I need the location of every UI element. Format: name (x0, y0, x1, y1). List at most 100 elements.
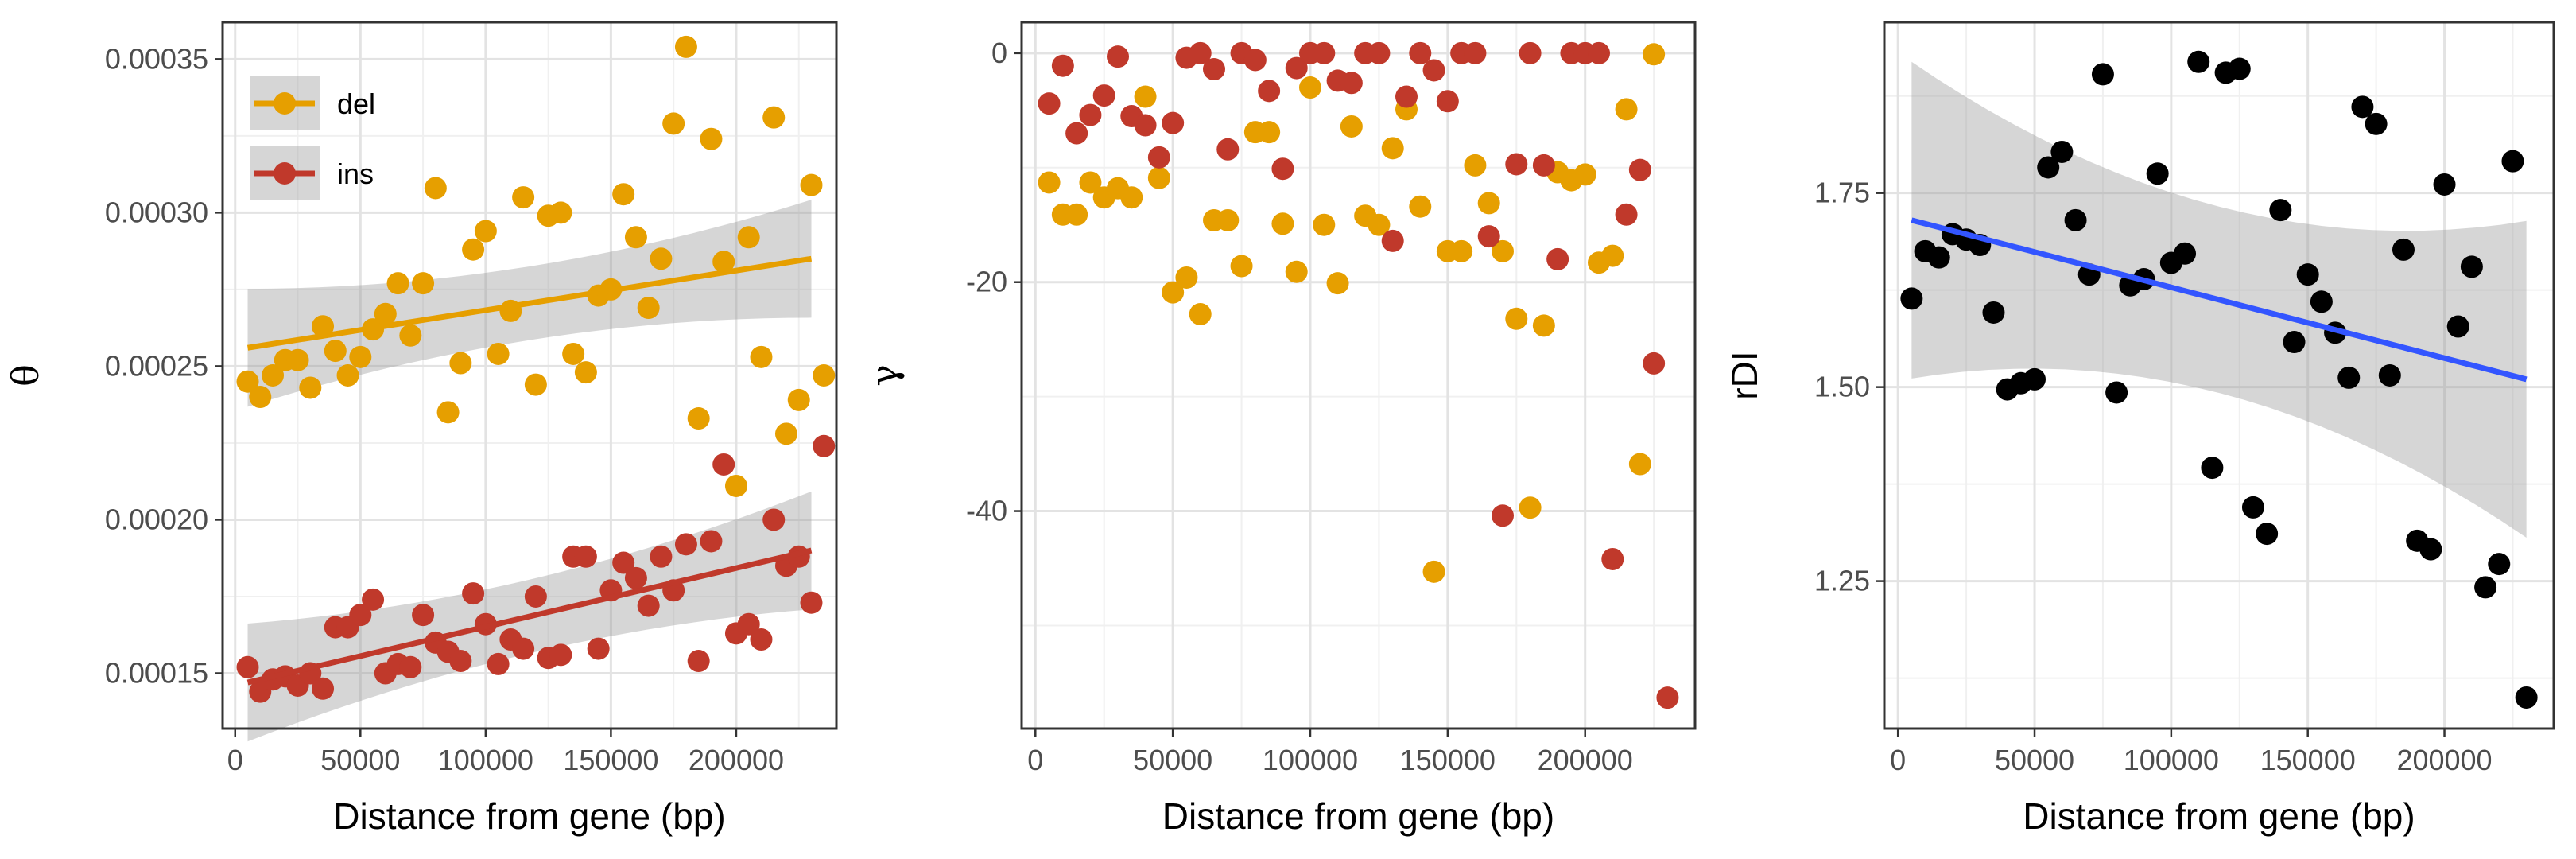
data-point-ins (236, 655, 259, 678)
data-point-ins (449, 650, 472, 673)
data-point-del (524, 373, 547, 396)
data-point-ins (637, 594, 660, 617)
data-point-rDI (1982, 301, 2005, 324)
data-point-del (724, 474, 747, 497)
data-point-del (762, 106, 786, 129)
data-point-del (1299, 76, 1321, 99)
x-tick-label: 200000 (1538, 744, 1633, 776)
data-point-del (299, 376, 322, 399)
data-point-rDI (2392, 238, 2415, 261)
data-point-del (399, 324, 422, 347)
data-point-del (737, 226, 760, 249)
y-tick-label: 0.00015 (105, 657, 208, 690)
data-point-del (750, 345, 773, 368)
data-point-ins (362, 588, 385, 611)
y-tick-label: 0.00020 (105, 503, 208, 535)
legend-marker-ins (274, 162, 296, 185)
theta-panel: 0 50000 100000 150000 200000 0.00015 0.00020 0.… (4, 21, 838, 837)
data-point-rDI (2474, 576, 2497, 599)
data-point-ins (1492, 504, 1514, 527)
data-point-del (1120, 186, 1143, 209)
x-tick-label: 100000 (1263, 744, 1358, 776)
data-point-ins (762, 508, 786, 531)
data-point-del (1162, 281, 1185, 304)
data-point-ins (1643, 352, 1666, 375)
data-point-ins (1134, 114, 1157, 137)
data-point-ins (1216, 138, 1240, 161)
data-point-ins (1615, 203, 1638, 226)
data-point-del (800, 173, 823, 196)
data-point-rDI (2433, 173, 2456, 196)
data-point-del (312, 315, 335, 338)
data-point-del (349, 345, 372, 368)
data-point-ins (650, 545, 673, 568)
legend-marker-del (274, 92, 296, 115)
y-tick-label: -20 (966, 266, 1007, 298)
data-point-ins (462, 582, 485, 605)
data-point-del (674, 35, 697, 58)
data-point-ins (1107, 45, 1129, 68)
data-point-del (1464, 154, 1487, 177)
x-tick-label: 0 (227, 744, 243, 776)
x-tick-label: 100000 (438, 744, 533, 776)
data-point-ins (1546, 247, 1569, 270)
data-point-rDI (2146, 162, 2169, 185)
data-point-del (1492, 239, 1514, 262)
data-point-rDI (1927, 246, 1950, 269)
data-point-ins (412, 604, 435, 627)
data-point-rDI (2460, 255, 2483, 278)
data-point-ins (524, 585, 547, 608)
data-point-del (336, 364, 359, 387)
data-point-del (324, 340, 347, 363)
data-point-ins (1588, 41, 1610, 64)
data-point-del (1079, 171, 1102, 194)
y-tick-label: 1.75 (1814, 177, 1870, 209)
data-point-rDI (2174, 242, 2197, 265)
data-point-del (1340, 115, 1363, 138)
data-point-ins (1092, 84, 1115, 107)
data-point-ins (1065, 122, 1088, 145)
data-point-ins (1271, 157, 1294, 181)
y-tick-label: 1.50 (1814, 371, 1870, 403)
y-tick-label: 1.25 (1814, 565, 1870, 597)
data-point-del (412, 272, 435, 295)
data-point-rDI (2283, 331, 2306, 354)
data-point-ins (1243, 49, 1267, 72)
data-point-del (1065, 203, 1088, 226)
panel-border (1020, 21, 1697, 730)
data-point-ins (1422, 59, 1445, 82)
y-tick-label: 0.00030 (105, 196, 208, 228)
data-point-ins (1628, 158, 1651, 181)
y-tick-label: 0 (991, 37, 1007, 69)
data-point-ins (1340, 72, 1363, 95)
plot-background (1022, 22, 1695, 729)
data-point-ins (1189, 41, 1212, 64)
data-point-rDI (2064, 208, 2087, 231)
data-point-del (236, 370, 259, 393)
data-point-del (1147, 166, 1170, 189)
y-tick-label: 0.00025 (105, 349, 208, 382)
data-point-del (1532, 314, 1555, 337)
x-tick-label: 50000 (320, 744, 400, 776)
x-axis-title: Distance from gene (bp) (2023, 795, 2415, 837)
data-point-del (1601, 244, 1624, 267)
data-point-rDI (2488, 553, 2511, 576)
data-point-del (637, 297, 660, 320)
data-point-del (1643, 43, 1666, 66)
data-point-del (813, 364, 836, 387)
data-point-ins (1505, 153, 1528, 176)
data-point-del (1326, 272, 1349, 295)
panel-border (221, 21, 838, 730)
data-point-del (1038, 171, 1061, 194)
data-point-del (562, 342, 585, 365)
data-point-rDI (2378, 364, 2401, 387)
panel-border (1883, 21, 2555, 730)
data-point-del (1285, 260, 1308, 283)
data-point-ins (549, 643, 572, 667)
data-point-ins (1147, 146, 1170, 169)
x-tick-label: 150000 (563, 744, 658, 776)
gamma-panel: 0 50000 100000 150000 200000 0 -20 -40 Distance … (863, 21, 1697, 837)
data-point-del (436, 401, 460, 424)
data-point-del (774, 422, 797, 445)
data-point-del (474, 220, 497, 243)
